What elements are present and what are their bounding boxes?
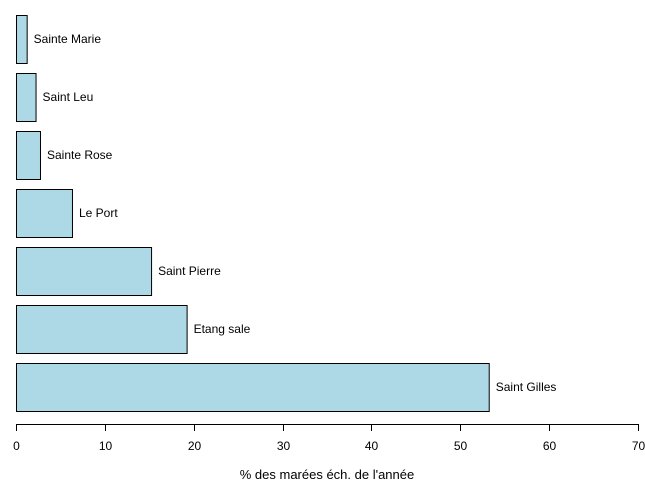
x-tick-label-50: 50 (454, 439, 468, 453)
bar-sainte-rose (16, 131, 41, 180)
bar-label-le-port: Le Port (79, 206, 118, 220)
x-tick-label-70: 70 (632, 439, 645, 453)
bars-group (16, 15, 490, 412)
x-tick-label-0: 0 (13, 439, 20, 453)
bar-label-etang-sale: Etang sale (194, 322, 251, 336)
bar-saint-pierre (16, 247, 153, 296)
bar-saint-leu (16, 73, 37, 122)
x-tick-label-20: 20 (188, 439, 202, 453)
bar-le-port (16, 189, 73, 238)
bar-label-saint-pierre: Saint Pierre (158, 264, 221, 278)
x-tick-label-30: 30 (277, 439, 291, 453)
bar-etang-sale (16, 305, 188, 354)
x-tick-label-40: 40 (365, 439, 379, 453)
x-tick-label-10: 10 (99, 439, 113, 453)
x-axis: 0 10 20 30 40 50 60 70 (13, 424, 645, 453)
bar-label-sainte-rose: Sainte Rose (47, 148, 113, 162)
bar-sainte-marie (16, 15, 28, 64)
x-tick-label-60: 60 (543, 439, 557, 453)
bar-labels-group: Sainte Marie Saint Leu Sainte Rose Le Port S… (34, 32, 557, 394)
bar-label-saint-leu: Saint Leu (43, 90, 94, 104)
bar-saint-gilles (16, 363, 490, 412)
bar-label-sainte-marie: Sainte Marie (34, 32, 102, 46)
bar-label-saint-gilles: Saint Gilles (496, 380, 557, 394)
x-axis-title: % des marées éch. de l'année (240, 467, 414, 481)
